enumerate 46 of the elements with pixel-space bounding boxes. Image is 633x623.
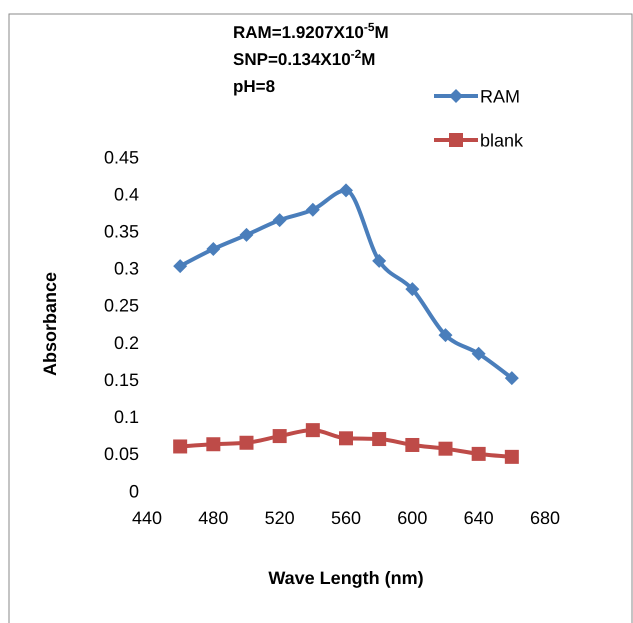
point <box>504 371 519 386</box>
point <box>206 242 220 256</box>
point <box>339 183 353 198</box>
point <box>206 437 220 452</box>
point <box>372 432 386 446</box>
point <box>504 450 519 464</box>
y-tick-label: 0.05 <box>104 444 139 464</box>
point <box>173 259 188 274</box>
x-tick-label: 520 <box>264 508 295 528</box>
point <box>339 431 353 446</box>
y-tick-label: 0.1 <box>114 407 139 428</box>
point <box>405 282 420 296</box>
x-tick-label: 560 <box>330 508 362 528</box>
y-tick-label: 0.4 <box>114 184 139 204</box>
x-tick-label: 440 <box>132 508 162 528</box>
x-tick-label: 640 <box>464 508 494 528</box>
x-tick-label: 600 <box>397 508 428 528</box>
point <box>438 328 452 342</box>
point <box>306 423 320 438</box>
point <box>272 213 287 228</box>
x-tick-label: 680 <box>530 508 560 528</box>
x-axis-title: Wave Length (nm) <box>268 568 424 588</box>
point <box>438 442 452 456</box>
text: pH=8 <box>233 77 276 96</box>
point <box>306 202 320 217</box>
point <box>405 438 420 452</box>
text: SNP=0.134X10$^{-2}$M <box>233 47 376 69</box>
y-tick-label: 0.45 <box>104 147 139 168</box>
point <box>472 446 486 461</box>
y-tick-label: 0.25 <box>104 296 139 316</box>
legend-label: RAM <box>480 86 520 106</box>
point <box>240 228 254 242</box>
y-tick-label: 0.35 <box>104 222 139 242</box>
point <box>272 429 287 444</box>
y-tick-label: 0.3 <box>114 258 139 279</box>
legend-label: blank <box>480 130 524 150</box>
text: RAM=1.9207X10$^{-5}$M <box>233 20 389 42</box>
point <box>372 254 386 268</box>
y-tick-label: 0.2 <box>114 332 139 353</box>
point <box>240 436 254 450</box>
y-axis-title: Absorbance <box>40 272 60 376</box>
y-tick-label: 0 <box>128 481 139 502</box>
y-tick-label: 0.15 <box>104 370 139 390</box>
point <box>173 439 188 454</box>
point <box>472 346 486 361</box>
x-tick-label: 480 <box>198 508 228 528</box>
